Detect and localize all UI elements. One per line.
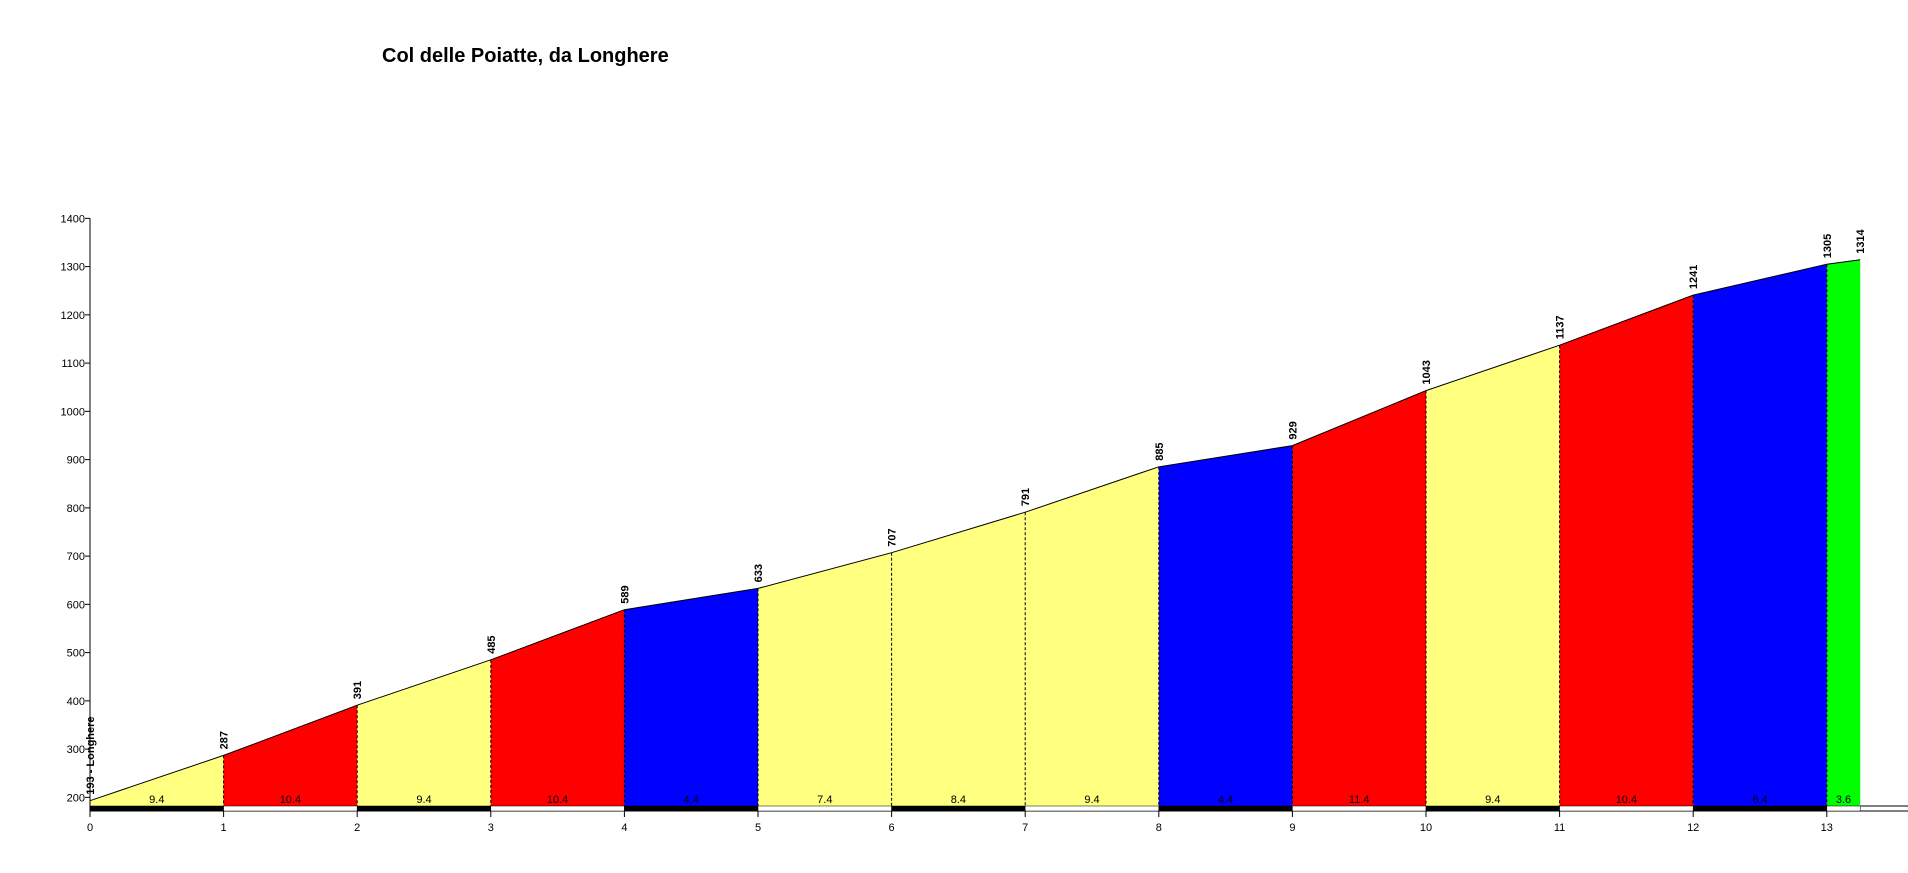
altitude-label: 885 <box>1154 442 1166 460</box>
segment-fill <box>1826 259 1861 807</box>
altitude-label: 193 - Longhere <box>85 716 97 794</box>
gradient-label: 10.4 <box>547 794 568 806</box>
segment-fill <box>758 552 892 807</box>
x-tick-label: 8 <box>1156 822 1162 834</box>
segment-fill <box>1693 264 1827 807</box>
altitude-label: 1305 <box>1822 234 1834 258</box>
altitude-label: 1241 <box>1688 265 1700 289</box>
altitude-label: 707 <box>887 528 899 546</box>
gradient-label: 10.4 <box>1616 794 1637 806</box>
y-tick-label: 600 <box>67 599 85 611</box>
segment-fill <box>90 755 224 807</box>
x-tick-label: 10 <box>1420 822 1432 834</box>
km-bar <box>624 805 759 812</box>
km-bar <box>1692 805 1828 812</box>
km-bar <box>356 805 492 812</box>
altitude-label: 633 <box>753 564 765 582</box>
altitude-label: 287 <box>219 731 231 749</box>
segment-fill <box>490 609 625 807</box>
segment-fill <box>1559 295 1694 807</box>
segment-fill <box>891 512 1026 807</box>
x-tick-label: 11 <box>1554 822 1565 834</box>
km-bar <box>757 805 892 812</box>
y-tick-label: 1400 <box>61 213 85 225</box>
gradient-label: 3.6 <box>1836 794 1851 806</box>
gradient-label: 9.4 <box>1084 794 1099 806</box>
y-tick-label: 1200 <box>61 310 85 322</box>
altitude-label: 1137 <box>1555 315 1567 339</box>
altitude-label: 1314 <box>1855 228 1867 253</box>
altitude-label: 391 <box>352 681 364 699</box>
altitude-label: 485 <box>486 635 498 653</box>
x-tick-label: 9 <box>1289 822 1295 834</box>
segment-fill <box>1292 390 1426 807</box>
segment-fill <box>1025 466 1159 807</box>
x-tick-label: 5 <box>755 822 761 834</box>
x-tick-label: 4 <box>621 822 627 834</box>
km-bar <box>89 805 224 812</box>
y-tick-label: 900 <box>67 455 85 467</box>
gradient-label: 6.4 <box>1752 794 1767 806</box>
gradient-label: 7.4 <box>817 794 832 806</box>
segment-fill <box>624 588 758 807</box>
km-bar <box>223 805 358 812</box>
x-tick-label: 6 <box>889 822 895 834</box>
segment-fill <box>1158 445 1293 807</box>
x-tick-label: 2 <box>354 822 360 834</box>
segment-fill <box>1426 345 1560 807</box>
km-bar <box>1559 805 1694 812</box>
gradient-label: 8.4 <box>951 794 966 806</box>
km-bar <box>891 805 1026 812</box>
y-tick-label: 1300 <box>61 262 85 274</box>
y-tick-label: 1100 <box>61 358 85 370</box>
gradient-label: 9.4 <box>416 794 431 806</box>
y-tick-label: 500 <box>67 648 85 660</box>
altitude-label: 589 <box>619 585 631 603</box>
chart-title: Col delle Poiatte, da Longhere <box>382 45 669 67</box>
y-tick-label: 800 <box>67 503 85 515</box>
y-tick-label: 700 <box>67 551 85 563</box>
km-bar <box>1826 805 1861 812</box>
gradient-label: 10.4 <box>280 794 301 806</box>
x-tick-label: 13 <box>1821 822 1833 834</box>
x-tick-label: 3 <box>488 822 494 834</box>
altitude-label: 1043 <box>1421 360 1433 384</box>
km-bar <box>1292 805 1427 812</box>
x-tick-label: 12 <box>1687 822 1699 834</box>
gradient-label: 11.4 <box>1349 794 1370 806</box>
y-tick-label: 400 <box>67 696 85 708</box>
altitude-label: 929 <box>1287 421 1299 439</box>
x-tick-label: 0 <box>87 822 93 834</box>
y-tick-label: 1000 <box>61 406 85 418</box>
y-tick-label: 200 <box>67 792 85 804</box>
km-bar <box>1425 805 1560 812</box>
gradient-label: 4.4 <box>1218 794 1233 806</box>
x-tick-label: 1 <box>221 822 227 834</box>
x-tick-label: 7 <box>1022 822 1028 834</box>
altitude-label: 791 <box>1020 488 1032 506</box>
km-bar <box>490 805 625 812</box>
segment-fill <box>223 705 358 807</box>
gradient-label: 9.4 <box>149 794 164 806</box>
y-tick-label: 300 <box>67 744 85 756</box>
gradient-label: 9.4 <box>1485 794 1500 806</box>
segment-fill <box>357 659 491 807</box>
km-bar <box>1158 805 1293 812</box>
km-bar <box>1024 805 1160 812</box>
gradient-label: 4.4 <box>684 794 699 806</box>
